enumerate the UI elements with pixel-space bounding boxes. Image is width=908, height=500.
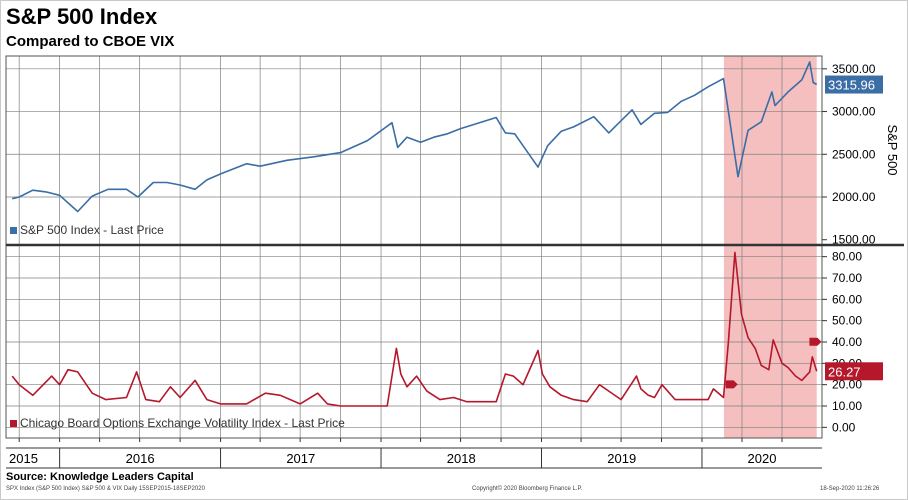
vix-legend-label: Chicago Board Options Exchange Volatilit… — [20, 416, 345, 430]
vix-legend-swatch — [10, 420, 17, 427]
year-label: 2015 — [9, 451, 38, 466]
footer-copyright: Copyright© 2020 Bloomberg Finance L.P. — [472, 486, 583, 492]
spx-tick-label: 3500.00 — [832, 62, 876, 76]
vix-last-value-box — [825, 362, 883, 381]
vix-tick-label: 50.00 — [832, 314, 862, 328]
vix-tick-label: 80.00 — [832, 250, 862, 264]
vix-series-line — [11, 251, 818, 407]
spx-legend-label: S&P 500 Index - Last Price — [20, 223, 164, 237]
source-note: Source: Knowledge Leaders Capital — [6, 471, 194, 483]
spx-tick-label: 2000.00 — [832, 190, 876, 204]
year-label: 2019 — [607, 451, 636, 466]
spx-axis-title: S&P 500 — [885, 124, 900, 175]
spx-tick-label: 3000.00 — [832, 105, 876, 119]
year-label: 2018 — [447, 451, 476, 466]
spx-legend-swatch — [10, 227, 17, 234]
footer-timestamp: 18-Sep-2020 11:26:26 — [820, 486, 880, 492]
spx-tick-label: 1500.00 — [832, 233, 876, 247]
plot-border — [5, 55, 823, 439]
year-label: 2017 — [286, 451, 315, 466]
vix-tick-label: 60.00 — [832, 292, 862, 306]
spx-series-line — [12, 61, 818, 213]
vix-last-value-text: 26.27 — [828, 364, 861, 379]
vix-tick-label: 70.00 — [832, 271, 862, 285]
year-label: 2016 — [126, 451, 155, 466]
year-label: 2020 — [748, 451, 777, 466]
vix-tick-label: 20.00 — [832, 378, 862, 392]
spx-last-value-box — [825, 75, 883, 94]
vix-tick-label: 40.00 — [832, 335, 862, 349]
spx-last-value-text: 3315.96 — [828, 78, 875, 93]
spx-tick-label: 2500.00 — [832, 147, 876, 161]
vix-marker-flag — [809, 337, 822, 346]
shaded-period — [723, 56, 817, 438]
footer-series-info: SPX Index (S&P 500 Index) S&P 500 & VIX … — [6, 486, 205, 492]
vix-tick-label: 10.00 — [832, 399, 862, 413]
chart-subtitle: Compared to CBOE VIX — [6, 33, 175, 50]
vix-marker-flag — [725, 380, 738, 389]
chart-title: S&P 500 Index — [6, 4, 158, 29]
vix-tick-label: 0.00 — [832, 420, 856, 434]
